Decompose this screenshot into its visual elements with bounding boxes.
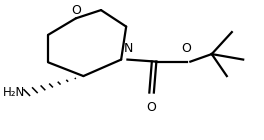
Text: O: O (182, 42, 191, 55)
Text: O: O (147, 101, 157, 114)
Text: H₂N: H₂N (3, 86, 26, 99)
Text: O: O (71, 4, 81, 17)
Text: N: N (124, 42, 133, 55)
